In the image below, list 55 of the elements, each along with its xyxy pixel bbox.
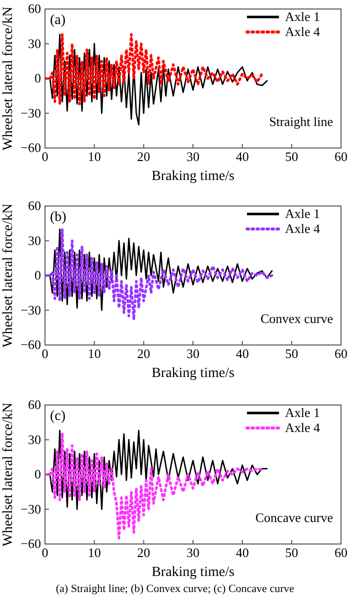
x-axis-title: Braking time/s (152, 169, 234, 184)
y-tick-label: 30 (28, 232, 41, 248)
y-tick-label: 0 (34, 70, 41, 86)
y-tick-label: −30 (20, 105, 41, 120)
legend-label: Axle 1 (285, 206, 320, 221)
x-tick-label: 60 (334, 545, 348, 560)
x-tick-label: 20 (137, 346, 150, 362)
x-tick-label: 30 (186, 149, 200, 164)
x-tick-label: 20 (137, 149, 150, 164)
x-axis-title: Braking time/s (152, 366, 234, 381)
x-tick-label: 50 (285, 346, 298, 362)
x-tick-label: 10 (88, 545, 101, 560)
y-tick-label: −60 (20, 337, 41, 352)
y-tick-label: 30 (28, 432, 41, 447)
x-axis-title: Braking time/s (152, 565, 234, 580)
legend-label: Axle 4 (285, 24, 321, 39)
x-tick-label: 20 (137, 545, 150, 560)
line-series (45, 34, 268, 126)
y-tick-label: 60 (28, 198, 41, 214)
x-tick-label: 60 (334, 149, 348, 164)
x-tick-label: 30 (186, 346, 200, 362)
x-tick-label: 30 (186, 545, 200, 560)
legend-label: Axle 4 (285, 221, 321, 236)
annotation: Concave curve (255, 510, 334, 525)
y-axis-title: Wheelset lateral force/kN (1, 402, 16, 546)
annotation: Straight line (269, 114, 334, 129)
x-tick-label: 40 (236, 545, 249, 560)
chart-title: (b) (50, 210, 67, 225)
x-tick-label: 10 (88, 346, 101, 362)
y-tick-label: 0 (34, 268, 41, 283)
text: (a) Straight line; (b) Convex curve; (c) Concave curve (56, 583, 294, 595)
x-tick-label: 40 (236, 149, 249, 164)
y-tick-label: −30 (20, 302, 41, 318)
x-tick-label: 10 (88, 149, 101, 164)
line-series (45, 33, 264, 106)
chart-title: (a) (50, 13, 66, 28)
y-tick-label: −30 (20, 501, 41, 516)
y-tick-label: 60 (28, 1, 41, 16)
x-tick-label: 60 (334, 346, 348, 362)
x-tick-label: 50 (285, 149, 298, 164)
x-tick-label: 50 (285, 545, 298, 560)
annotation: Convex curve (260, 311, 334, 326)
y-tick-label: −60 (20, 140, 41, 156)
legend-label: Axle 1 (285, 405, 320, 420)
legend-label: Axle 1 (285, 9, 320, 24)
y-axis-title: Wheelset lateral force/kN (1, 6, 16, 150)
y-tick-label: 60 (28, 397, 41, 412)
y-tick-label: 30 (28, 36, 41, 51)
chart-title: (c) (50, 409, 66, 424)
y-tick-label: 0 (34, 466, 41, 482)
legend-label: Axle 4 (285, 420, 321, 435)
y-axis-title: Wheelset lateral force/kN (1, 204, 16, 348)
y-tick-label: −60 (20, 536, 41, 552)
line-series (45, 430, 268, 510)
x-tick-label: 40 (236, 346, 249, 362)
